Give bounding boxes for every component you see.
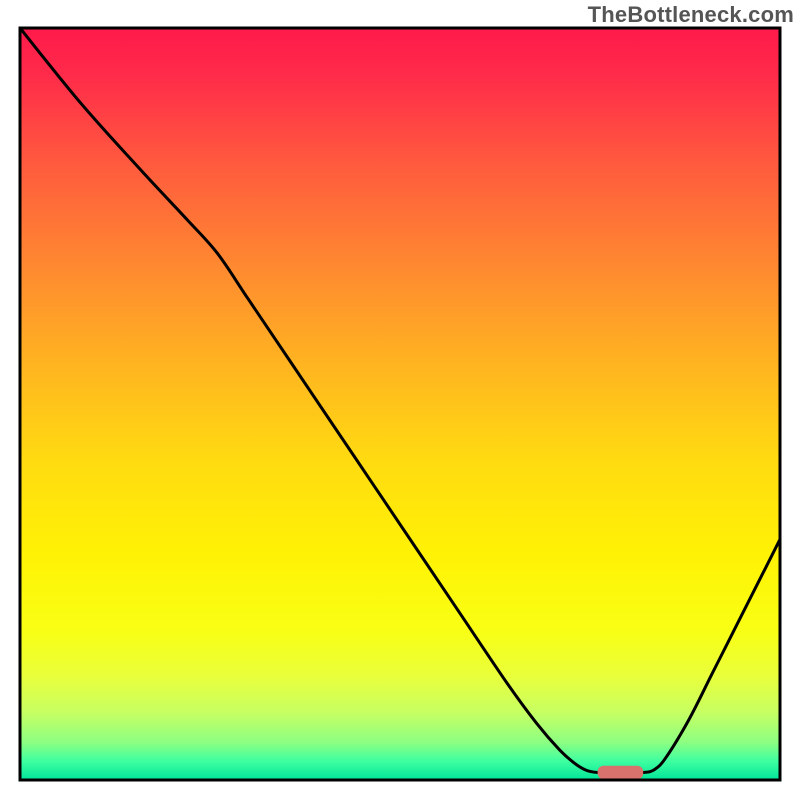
bottleneck-chart (0, 0, 800, 800)
gradient-background (20, 28, 780, 780)
chart-container: TheBottleneck.com (0, 0, 800, 800)
optimal-marker (598, 766, 644, 780)
